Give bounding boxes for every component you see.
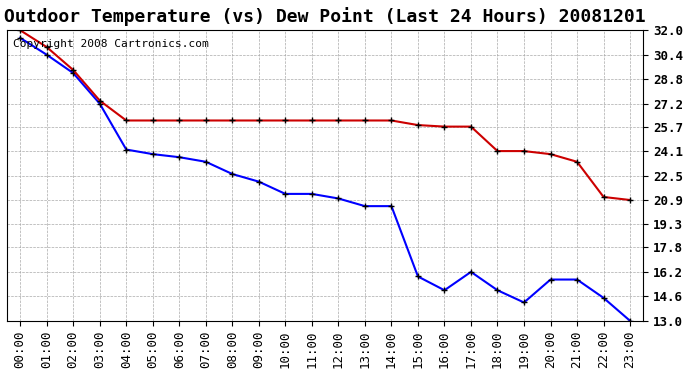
Title: Outdoor Temperature (vs) Dew Point (Last 24 Hours) 20081201: Outdoor Temperature (vs) Dew Point (Last… <box>4 7 646 26</box>
Text: Copyright 2008 Cartronics.com: Copyright 2008 Cartronics.com <box>13 39 209 49</box>
